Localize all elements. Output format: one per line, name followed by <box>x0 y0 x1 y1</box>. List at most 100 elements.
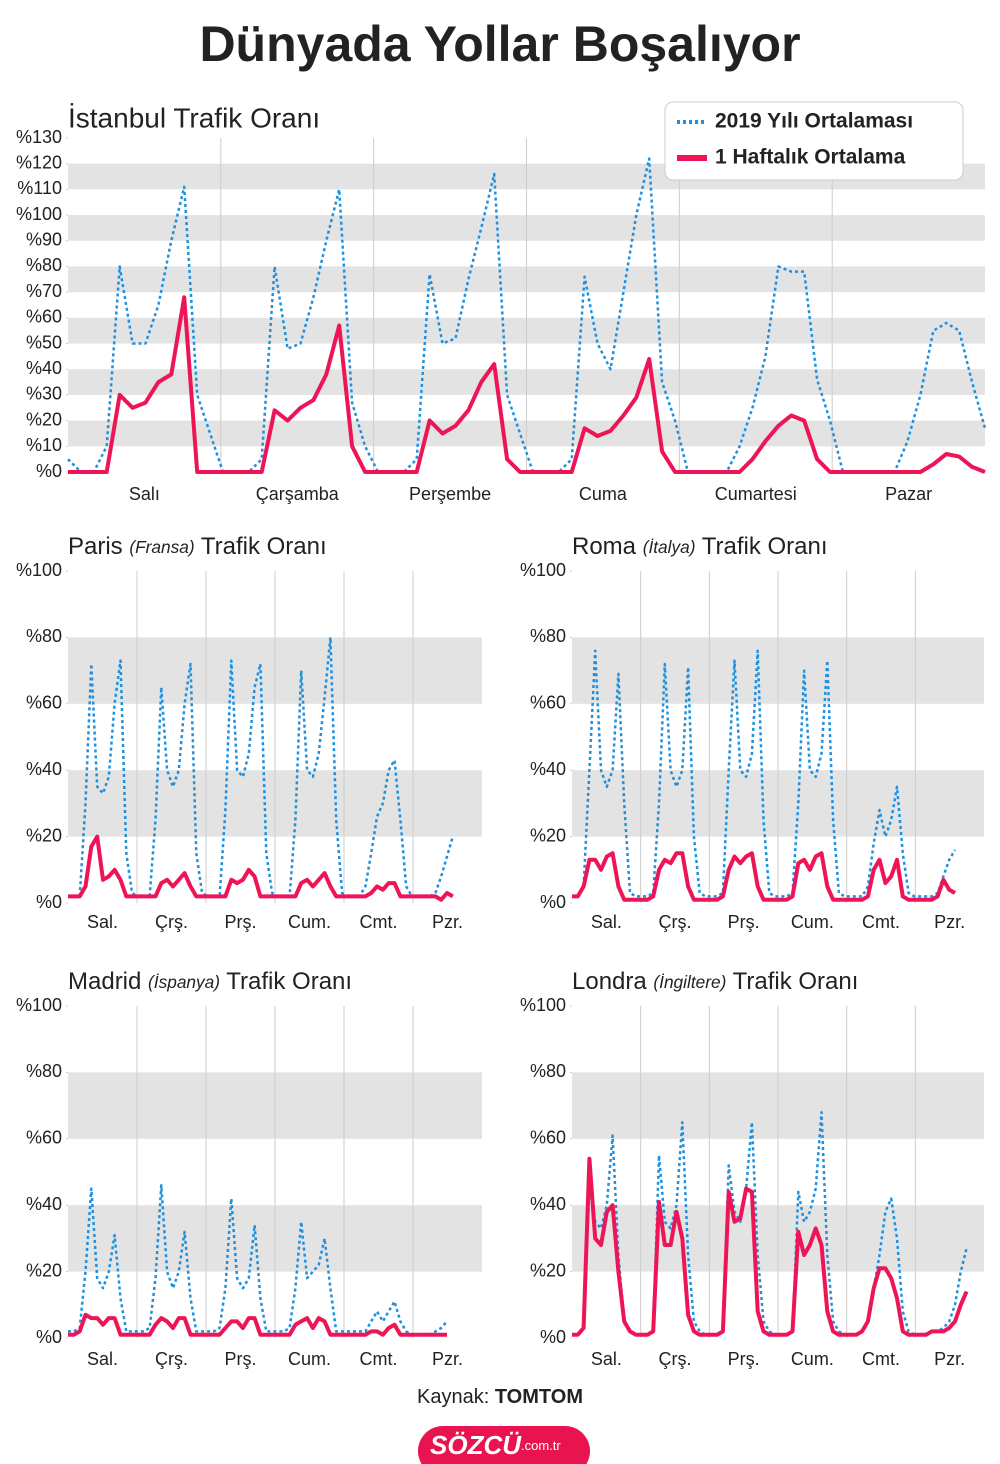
y-tick-label: %0 <box>36 1327 62 1347</box>
series-line <box>68 1184 448 1336</box>
x-tick-label: Prş. <box>728 1349 760 1369</box>
y-tick-label: %30 <box>26 384 62 404</box>
x-tick-label: Pzr. <box>934 1349 965 1369</box>
legend-label: 1 Haftalık Ortalama <box>715 146 906 169</box>
series-line <box>68 295 986 474</box>
y-tick-label: %80 <box>26 255 62 275</box>
x-tick-label: Çrş. <box>155 912 188 932</box>
x-tick-label: Pazar <box>885 484 932 504</box>
chart-title-note: (İspanya) <box>148 972 220 992</box>
y-tick-label: %100 <box>16 560 62 580</box>
chart-title-part: Madrid <box>68 968 141 995</box>
page-title: Dünyada Yollar Boşalıyor <box>199 16 800 72</box>
x-tick-label: Cum. <box>288 912 331 932</box>
chart-title-part: Paris <box>68 533 123 560</box>
y-tick-label: %20 <box>26 825 62 845</box>
logo: SÖZCÜ.com.tr <box>430 1430 561 1460</box>
y-tick-label: %20 <box>530 1260 566 1280</box>
y-tick-label: %60 <box>530 693 566 713</box>
y-tick-label: %40 <box>530 759 566 779</box>
y-tick-label: %40 <box>26 1194 62 1214</box>
x-tick-label: Sal. <box>591 912 622 932</box>
series-line <box>572 1110 968 1336</box>
legend-box <box>664 101 964 181</box>
source-name: TOMTOM <box>495 1386 583 1408</box>
x-tick-label: Perşembe <box>409 484 491 504</box>
y-tick-label: %0 <box>36 461 62 481</box>
y-tick-label: %10 <box>26 435 62 455</box>
series-line <box>67 157 987 474</box>
chart-title-part: Roma <box>572 533 637 560</box>
x-tick-label: Salı <box>129 484 160 504</box>
y-tick-label: %80 <box>530 626 566 646</box>
source: Kaynak: TOMTOM <box>417 1386 583 1408</box>
y-tick-label: %20 <box>26 1260 62 1280</box>
chart-title-note: (Fransa) <box>129 537 194 557</box>
y-tick-label: %20 <box>530 825 566 845</box>
x-tick-label: Sal. <box>87 1349 118 1369</box>
chart-title-part: Trafik Oranı <box>702 533 828 560</box>
x-tick-label: Cumartesi <box>715 484 797 504</box>
x-tick-label: Prş. <box>728 912 760 932</box>
y-tick-label: %100 <box>520 560 566 580</box>
y-tick-label: %100 <box>16 995 62 1015</box>
y-tick-label: %60 <box>530 1128 566 1148</box>
y-tick-label: %130 <box>16 127 62 147</box>
x-tick-label: Cmt. <box>862 1349 900 1369</box>
x-tick-label: Cuma <box>579 484 628 504</box>
y-tick-label: %60 <box>26 693 62 713</box>
x-tick-label: Cum. <box>288 1349 331 1369</box>
series-line <box>572 1156 969 1337</box>
chart-title: Paris (Fransa) Trafik Oranı <box>68 533 327 560</box>
logo-pill <box>418 1426 590 1464</box>
logo-name: SÖZCÜ <box>430 1430 522 1460</box>
chart-title-part: Trafik Oranı <box>201 533 327 560</box>
y-tick-label: %40 <box>26 759 62 779</box>
x-tick-label: Çrş. <box>659 1349 692 1369</box>
chart-title-note: (İngiltere) <box>653 972 726 992</box>
y-tick-label: %120 <box>16 152 62 172</box>
chart-title-note: (İtalya) <box>643 537 696 557</box>
y-tick-label: %60 <box>26 1128 62 1148</box>
chart-title-part: Trafik Oranı <box>226 968 352 995</box>
y-tick-label: %40 <box>530 1194 566 1214</box>
y-tick-label: %110 <box>17 178 62 198</box>
chart-title: İstanbul Trafik Oranı <box>68 102 320 133</box>
chart-title-part: Trafik Oranı <box>733 968 859 995</box>
x-tick-label: Cmt. <box>862 912 900 932</box>
y-tick-label: %80 <box>530 1061 566 1081</box>
series-line <box>68 1312 447 1337</box>
x-tick-label: Cmt. <box>360 1349 398 1369</box>
source-label: Kaynak: <box>417 1386 489 1408</box>
legend-label: 2019 Yılı Ortalaması <box>715 110 913 133</box>
y-tick-label: %70 <box>26 281 62 301</box>
chart-title: Madrid (İspanya) Trafik Oranı <box>68 968 352 995</box>
y-tick-label: %0 <box>36 892 62 912</box>
chart-title: Londra (İngiltere) Trafik Oranı <box>572 968 858 995</box>
y-tick-label: %0 <box>540 892 566 912</box>
x-tick-label: Prş. <box>224 1349 256 1369</box>
series-line <box>68 834 454 902</box>
chart-title: Roma (İtalya) Trafik Oranı <box>572 533 828 560</box>
x-tick-label: Cmt. <box>360 912 398 932</box>
logo-suffix: .com.tr <box>521 1438 561 1453</box>
chart-title-part: Londra <box>572 968 647 995</box>
y-tick-label: %50 <box>26 332 62 352</box>
x-tick-label: Pzr. <box>934 912 965 932</box>
y-tick-label: %0 <box>540 1327 566 1347</box>
y-tick-label: %40 <box>26 358 62 378</box>
x-tick-label: Çrş. <box>659 912 692 932</box>
x-tick-label: Pzr. <box>432 1349 463 1369</box>
x-tick-label: Sal. <box>591 1349 622 1369</box>
x-tick-label: Sal. <box>87 912 118 932</box>
x-tick-label: Pzr. <box>432 912 463 932</box>
y-tick-label: %90 <box>26 230 62 250</box>
x-tick-label: Cum. <box>791 1349 834 1369</box>
y-tick-label: %100 <box>16 204 62 224</box>
y-tick-label: %80 <box>26 626 62 646</box>
y-tick-label: %60 <box>26 307 62 327</box>
x-tick-label: Çrş. <box>155 1349 188 1369</box>
x-tick-label: Prş. <box>224 912 256 932</box>
series-line <box>572 851 956 902</box>
